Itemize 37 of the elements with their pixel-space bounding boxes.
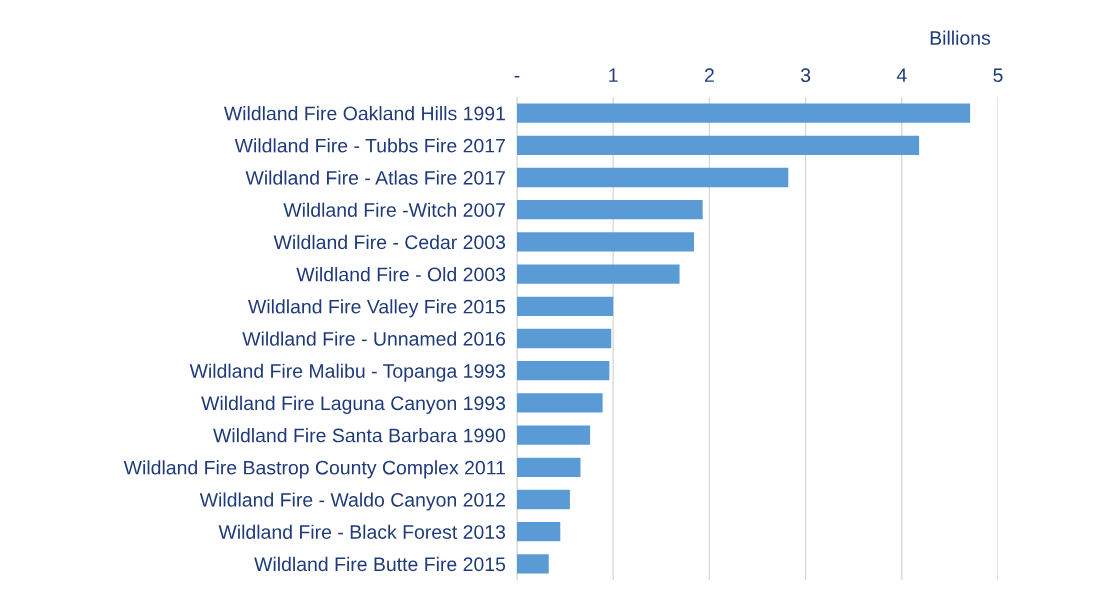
y-tick-label: Wildland Fire - Unnamed 2016 [242,331,506,346]
y-tick-label: Wildland Fire - Old 2003 [296,267,506,282]
y-tick-label: Wildland Fire Butte Fire 2015 [254,556,506,572]
bar [517,554,549,574]
y-tick-label: Wildland Fire Oakland Hills 1991 [223,106,505,121]
y-tick-label: Wildland Fire - Cedar 2003 [273,234,506,250]
y-tick-label: Wildland Fire Malibu - Topanga 1993 [189,363,506,382]
y-tick-label: Wildland Fire - Atlas Fire 2017 [245,170,505,185]
y-tick-label: Wildland Fire - Black Forest 2013 [218,524,506,539]
bar [517,489,570,510]
bar [517,457,581,477]
y-tick-label: Wildland Fire - Waldo Canyon 2012 [199,492,505,511]
bar [517,296,614,316]
bar [517,361,610,381]
bar [517,232,695,252]
bar [517,522,561,542]
bar [517,264,680,284]
x-tick-label: 2 [704,68,714,82]
bar [517,425,591,445]
x-tick-label: 3 [800,68,811,83]
x-axis-title: Billions [930,30,991,45]
x-tick-label: 1 [609,68,618,82]
y-tick-label: Wildland Fire Valley Fire 2015 [248,299,506,318]
bar [517,167,789,188]
y-tick-label: Wildland Fire Laguna Canyon 1993 [201,395,506,414]
x-tick-label: 4 [896,68,907,82]
x-tick-label: - [514,75,520,78]
y-tick-label: Wildland Fire Bastrop County Complex 2011 [123,460,505,479]
bar [517,103,971,123]
y-tick-label: Wildland Fire -Witch 2007 [283,202,505,217]
bar [517,328,612,349]
bar [517,200,703,220]
y-tick-label: Wildland Fire - Tubbs Fire 2017 [234,138,505,153]
bar [517,393,603,413]
y-tick-label: Wildland Fire Santa Barbara 1990 [213,428,506,443]
bar [517,135,920,155]
x-tick-label: 5 [993,68,1003,83]
